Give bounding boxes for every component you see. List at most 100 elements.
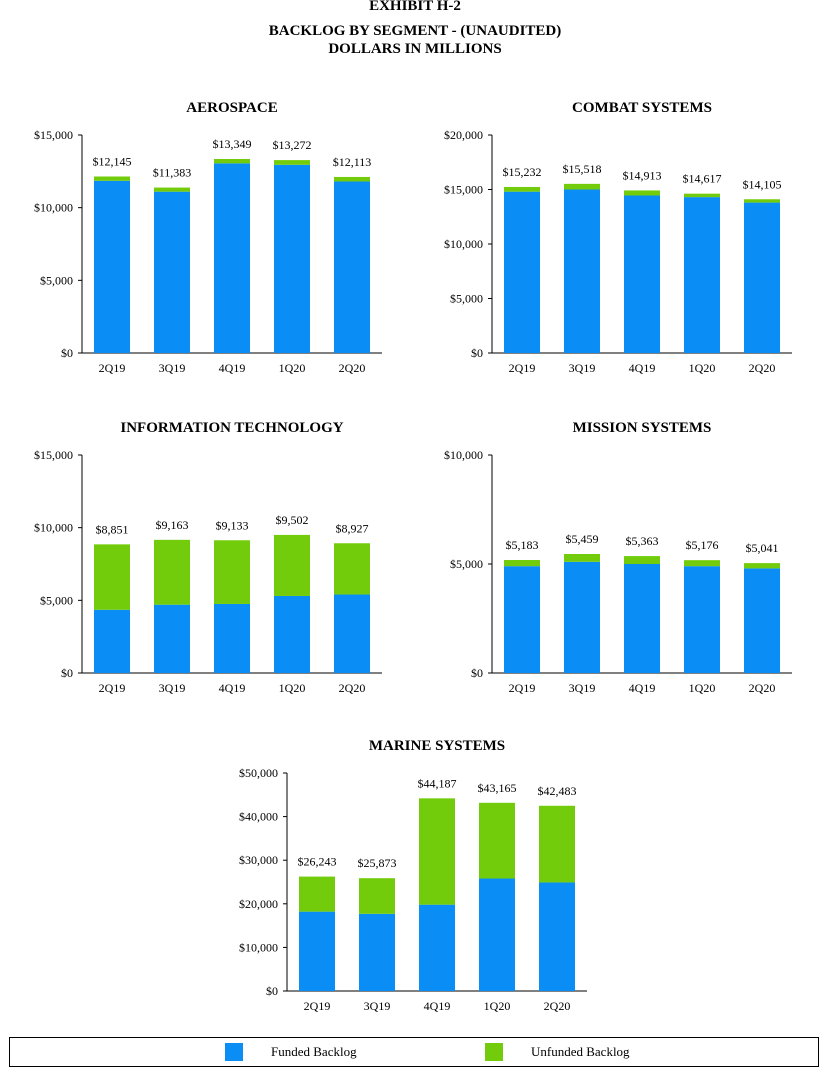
x-tick-label: 2Q20 xyxy=(339,681,366,695)
information-technology-title: INFORMATION TECHNOLOGY xyxy=(120,420,343,436)
x-tick-label: 1Q20 xyxy=(279,681,306,695)
bar-funded-1q20 xyxy=(274,164,310,353)
x-tick-label: 2Q19 xyxy=(99,681,126,695)
x-tick-label: 2Q19 xyxy=(304,999,331,1013)
bar-funded-3q19 xyxy=(564,561,600,673)
total-data-label: $15,232 xyxy=(503,165,542,179)
total-data-label: $14,617 xyxy=(683,172,722,186)
legend: Funded Backlog Unfunded Backlog xyxy=(9,1037,819,1067)
bar-unfunded-4q19 xyxy=(419,798,455,905)
bar-funded-2q20 xyxy=(334,181,370,353)
bar-funded-2q20 xyxy=(744,202,780,353)
bar-unfunded-2q20 xyxy=(334,543,370,595)
bar-unfunded-3q19 xyxy=(359,878,395,914)
y-tick-label: $50,000 xyxy=(239,766,278,780)
y-tick-label: $10,000 xyxy=(34,521,73,535)
y-tick-label: $40,000 xyxy=(239,810,278,824)
bar-funded-2q20 xyxy=(539,882,575,991)
bar-funded-4q19 xyxy=(624,564,660,673)
x-tick-label: 4Q19 xyxy=(219,681,246,695)
total-data-label: $11,383 xyxy=(153,166,192,180)
total-data-label: $42,483 xyxy=(538,784,577,798)
y-tick-label: $5,000 xyxy=(40,273,73,287)
x-tick-label: 3Q19 xyxy=(159,361,186,375)
x-tick-label: 4Q19 xyxy=(219,361,246,375)
information-technology-chart: INFORMATION TECHNOLOGY $0 $5,000 $10,000 $15… xyxy=(34,420,382,695)
bar-unfunded-4q19 xyxy=(214,158,250,164)
total-data-label: $9,502 xyxy=(276,513,309,527)
mission-systems-chart: MISSION SYSTEMS $0 $5,000 $10,000 2Q19 $5,183… xyxy=(444,420,792,695)
y-tick-label: $15,000 xyxy=(444,183,483,197)
total-data-label: $26,243 xyxy=(298,855,337,869)
marine-systems-chart: MARINE SYSTEMS $0 $10,000 $20,000 $30,000 $40… xyxy=(239,738,587,1013)
x-tick-label: 3Q19 xyxy=(569,361,596,375)
x-tick-label: 1Q20 xyxy=(484,999,511,1013)
total-data-label: $13,349 xyxy=(213,137,252,151)
bar-funded-2q20 xyxy=(334,594,370,673)
bar-funded-4q19 xyxy=(214,163,250,353)
total-data-label: $5,041 xyxy=(746,541,779,555)
y-tick-label: $0 xyxy=(61,666,73,680)
x-tick-label: 2Q19 xyxy=(509,681,536,695)
y-tick-label: $15,000 xyxy=(34,128,73,142)
x-tick-label: 1Q20 xyxy=(689,681,716,695)
y-tick-label: $20,000 xyxy=(444,128,483,142)
bar-unfunded-1q20 xyxy=(684,193,720,198)
bar-unfunded-1q20 xyxy=(274,160,310,165)
y-tick-label: $5,000 xyxy=(40,593,73,607)
bar-unfunded-4q19 xyxy=(624,556,660,564)
total-data-label: $14,105 xyxy=(743,177,782,191)
bar-funded-1q20 xyxy=(274,595,310,673)
x-tick-label: 4Q19 xyxy=(629,681,656,695)
y-tick-label: $10,000 xyxy=(444,237,483,251)
bar-funded-2q19 xyxy=(94,609,130,673)
x-tick-label: 2Q19 xyxy=(99,361,126,375)
y-tick-label: $0 xyxy=(471,346,483,360)
bar-funded-3q19 xyxy=(154,191,190,353)
x-tick-label: 2Q20 xyxy=(339,361,366,375)
bar-unfunded-3q19 xyxy=(154,539,190,605)
x-tick-label: 2Q20 xyxy=(749,681,776,695)
bar-funded-4q19 xyxy=(419,904,455,991)
total-data-label: $9,133 xyxy=(216,518,249,532)
combat-systems-title: COMBAT SYSTEMS xyxy=(572,100,712,116)
x-tick-label: 4Q19 xyxy=(424,999,451,1013)
x-tick-label: 1Q20 xyxy=(689,361,716,375)
x-tick-label: 3Q19 xyxy=(364,999,391,1013)
total-data-label: $5,363 xyxy=(626,534,659,548)
page-subtitle: DOLLARS IN MILLIONS xyxy=(328,41,502,57)
bar-funded-1q20 xyxy=(479,878,515,991)
bar-unfunded-2q19 xyxy=(94,544,130,610)
total-data-label: $5,176 xyxy=(686,538,719,552)
legend-label-funded: Funded Backlog xyxy=(271,1044,357,1059)
y-tick-label: $0 xyxy=(471,666,483,680)
total-data-label: $15,518 xyxy=(563,162,602,176)
total-data-label: $12,113 xyxy=(333,155,372,169)
total-data-label: $5,459 xyxy=(566,532,599,546)
y-tick-label: $10,000 xyxy=(444,448,483,462)
y-tick-label: $5,000 xyxy=(450,557,483,571)
bar-unfunded-2q20 xyxy=(539,805,575,883)
bar-funded-2q19 xyxy=(299,911,335,991)
x-tick-label: 1Q20 xyxy=(279,361,306,375)
bar-funded-3q19 xyxy=(564,189,600,353)
legend-item-unfunded: Unfunded Backlog xyxy=(485,1043,630,1061)
bar-unfunded-2q19 xyxy=(504,186,540,192)
total-data-label: $12,145 xyxy=(93,154,132,168)
bar-unfunded-2q20 xyxy=(744,199,780,203)
bar-unfunded-3q19 xyxy=(564,553,600,562)
bar-unfunded-4q19 xyxy=(624,190,660,196)
bar-funded-4q19 xyxy=(624,195,660,353)
bar-funded-3q19 xyxy=(154,604,190,673)
y-tick-label: $10,000 xyxy=(239,940,278,954)
y-tick-label: $5,000 xyxy=(450,292,483,306)
total-data-label: $5,183 xyxy=(506,538,539,552)
bar-unfunded-4q19 xyxy=(214,540,250,604)
total-data-label: $13,272 xyxy=(273,138,312,152)
total-data-label: $44,187 xyxy=(418,776,457,790)
bar-funded-2q19 xyxy=(504,566,540,673)
bar-unfunded-3q19 xyxy=(154,187,190,192)
y-tick-label: $15,000 xyxy=(34,448,73,462)
bar-funded-1q20 xyxy=(684,566,720,673)
mission-systems-title: MISSION SYSTEMS xyxy=(573,420,712,436)
